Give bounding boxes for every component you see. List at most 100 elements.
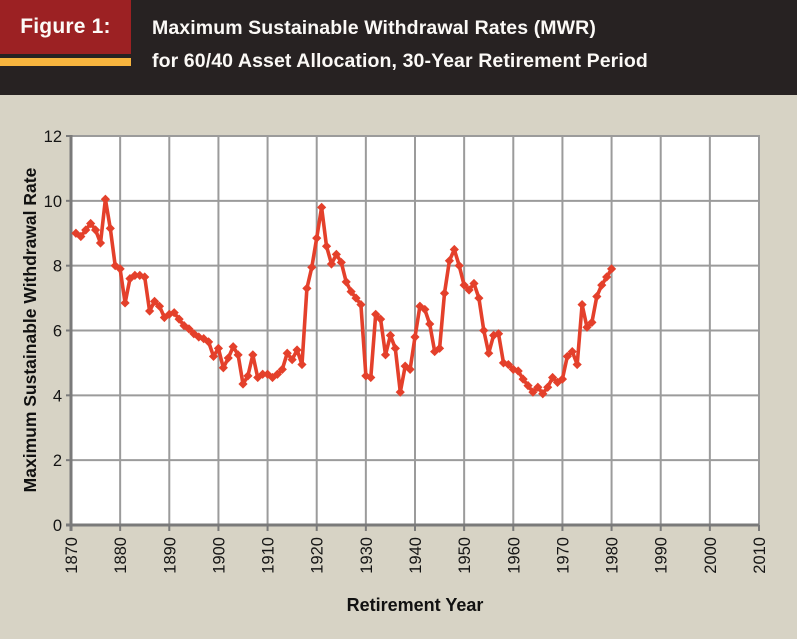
data-point-marker (602, 272, 612, 282)
data-point-marker (233, 350, 243, 360)
data-point-marker (405, 364, 415, 374)
data-point-marker (513, 366, 523, 376)
figure-title: Maximum Sustainable Withdrawal Rates (MW… (152, 12, 648, 78)
data-point-marker (533, 382, 543, 392)
data-point-marker (523, 381, 533, 391)
x-tick-label: 1900 (210, 537, 228, 574)
data-point-marker (277, 364, 287, 374)
data-point-marker (548, 372, 558, 383)
data-point-marker (518, 374, 528, 384)
data-point-marker (361, 371, 371, 381)
data-point-marker (439, 288, 450, 298)
data-point-marker (572, 359, 582, 370)
data-point-marker (479, 325, 489, 336)
figure-label: Figure 1: (20, 15, 111, 38)
data-point-marker (169, 308, 179, 318)
data-point-marker (140, 272, 150, 282)
y-tick-labels: 0 2 4 6 8 10 12 (44, 128, 62, 535)
data-point-marker (376, 314, 386, 324)
data-point-marker (444, 256, 454, 266)
data-point-marker (95, 238, 106, 248)
data-point-marker (484, 348, 494, 358)
data-point-marker (415, 301, 425, 311)
x-tick-labels: 1870 1880 1890 1900 1910 1920 1930 1940 1950 1960… (63, 537, 769, 574)
data-point-marker (312, 233, 322, 243)
data-point-marker (366, 372, 376, 383)
figure-header: Figure 1: Maximum Sustainable Withdrawal… (0, 0, 797, 95)
data-point-marker (390, 343, 400, 353)
data-point-marker (115, 264, 125, 274)
mwr-line-chart: 0 2 4 6 8 10 12 1870 1880 1890 1900 1910 1920 1930 194… (44, 128, 769, 574)
data-point-marker (149, 296, 160, 306)
x-tick-label: 1990 (653, 537, 671, 574)
data-point-marker (81, 225, 91, 235)
x-tick-label: 2000 (702, 537, 720, 574)
data-point-marker (223, 353, 233, 363)
data-point-marker (258, 369, 268, 379)
data-point-marker (135, 270, 145, 280)
data-point-marker (459, 280, 469, 290)
data-point-marker (380, 350, 391, 360)
data-point-marker (567, 346, 577, 357)
data-point-marker (326, 259, 337, 269)
data-point-marker (208, 351, 219, 362)
data-point-marker (184, 324, 194, 334)
x-tick-label: 1960 (505, 537, 523, 574)
data-point-marker (100, 194, 110, 204)
data-point-marker (154, 301, 165, 311)
x-tick-label: 1920 (309, 537, 327, 574)
y-tick-label: 8 (53, 258, 62, 276)
data-point-marker (174, 314, 184, 324)
data-point-marker (430, 346, 440, 357)
data-point-marker (287, 355, 297, 365)
data-point-marker (543, 382, 553, 392)
data-point-marker (538, 389, 548, 399)
data-point-marker (562, 351, 572, 362)
x-tick-label: 1910 (260, 537, 278, 574)
data-point-marker (346, 287, 356, 297)
x-tick-label: 1970 (554, 537, 572, 574)
data-point-marker (213, 343, 224, 353)
x-tick-label: 1930 (358, 537, 376, 574)
y-tick-label: 2 (53, 452, 62, 470)
data-point-marker (321, 241, 332, 251)
data-point-marker (248, 350, 258, 360)
y-tick-label: 10 (44, 193, 62, 211)
y-tick-label: 4 (53, 387, 62, 405)
x-tick-label: 1890 (161, 537, 179, 574)
data-point-marker (331, 249, 341, 259)
y-tick-label: 12 (44, 128, 62, 146)
data-point-marker (336, 257, 346, 268)
data-point-marker (282, 348, 292, 358)
data-point-marker (243, 371, 253, 381)
y-axis-title: Maximum Sustainable Withdrawal Rate (20, 167, 40, 493)
data-point-marker (606, 264, 617, 274)
data-point-marker (302, 283, 312, 293)
x-tick-label: 1870 (63, 537, 81, 574)
axes (66, 135, 760, 531)
x-axis-title: Retirement Year (346, 595, 484, 615)
y-tick-label: 6 (53, 323, 62, 341)
chart-region: 0 2 4 6 8 10 12 1870 1880 1890 1900 1910 1920 1930 194… (0, 95, 797, 639)
gold-accent-bar (0, 58, 131, 66)
data-point-marker (90, 225, 101, 235)
data-point-marker (498, 358, 509, 368)
data-point-marker (557, 374, 568, 384)
data-point-marker (86, 218, 96, 229)
data-point-marker (204, 337, 214, 347)
data-point-marker (76, 231, 86, 242)
x-tick-label: 1940 (407, 537, 425, 574)
data-point-marker (410, 332, 420, 342)
data-point-marker (228, 342, 238, 352)
data-point-marker (145, 306, 155, 316)
data-point-marker (238, 379, 248, 389)
figure-title-line1: Maximum Sustainable Withdrawal Rates (MW… (152, 17, 596, 39)
data-point-marker (297, 359, 307, 370)
data-point-marker (317, 202, 327, 212)
data-point-marker (474, 293, 484, 303)
data-point-marker (489, 330, 499, 340)
data-point-marker (130, 270, 140, 280)
data-point-marker (434, 343, 445, 353)
data-point-marker (425, 319, 435, 329)
data-point-marker (577, 299, 587, 310)
